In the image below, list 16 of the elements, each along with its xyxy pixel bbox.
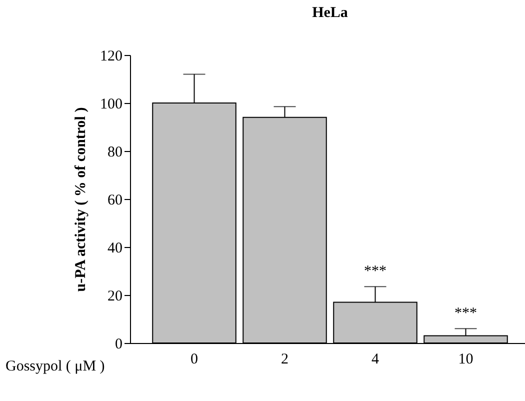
x-axis-title: Gossypol ( μM ) [6, 358, 105, 374]
y-tick-label: 20 [108, 288, 122, 304]
y-tick-label: 0 [115, 336, 122, 352]
x-tick-label: 0 [190, 352, 198, 368]
chart-title: HeLa [312, 5, 348, 21]
x-tick-label: 4 [372, 352, 380, 368]
y-axis-title: u-PA activity ( % of control ) [73, 107, 89, 292]
y-tick-label: 100 [100, 96, 122, 112]
x-tick-label: 2 [281, 352, 288, 368]
y-tick-label: 120 [100, 48, 122, 64]
annotation: *** [364, 264, 386, 280]
y-tick-label: 80 [108, 144, 122, 160]
y-tick-label: 60 [108, 192, 122, 208]
annotation: *** [454, 306, 477, 322]
x-tick-label: 10 [458, 352, 474, 368]
y-tick-label: 40 [108, 240, 122, 256]
